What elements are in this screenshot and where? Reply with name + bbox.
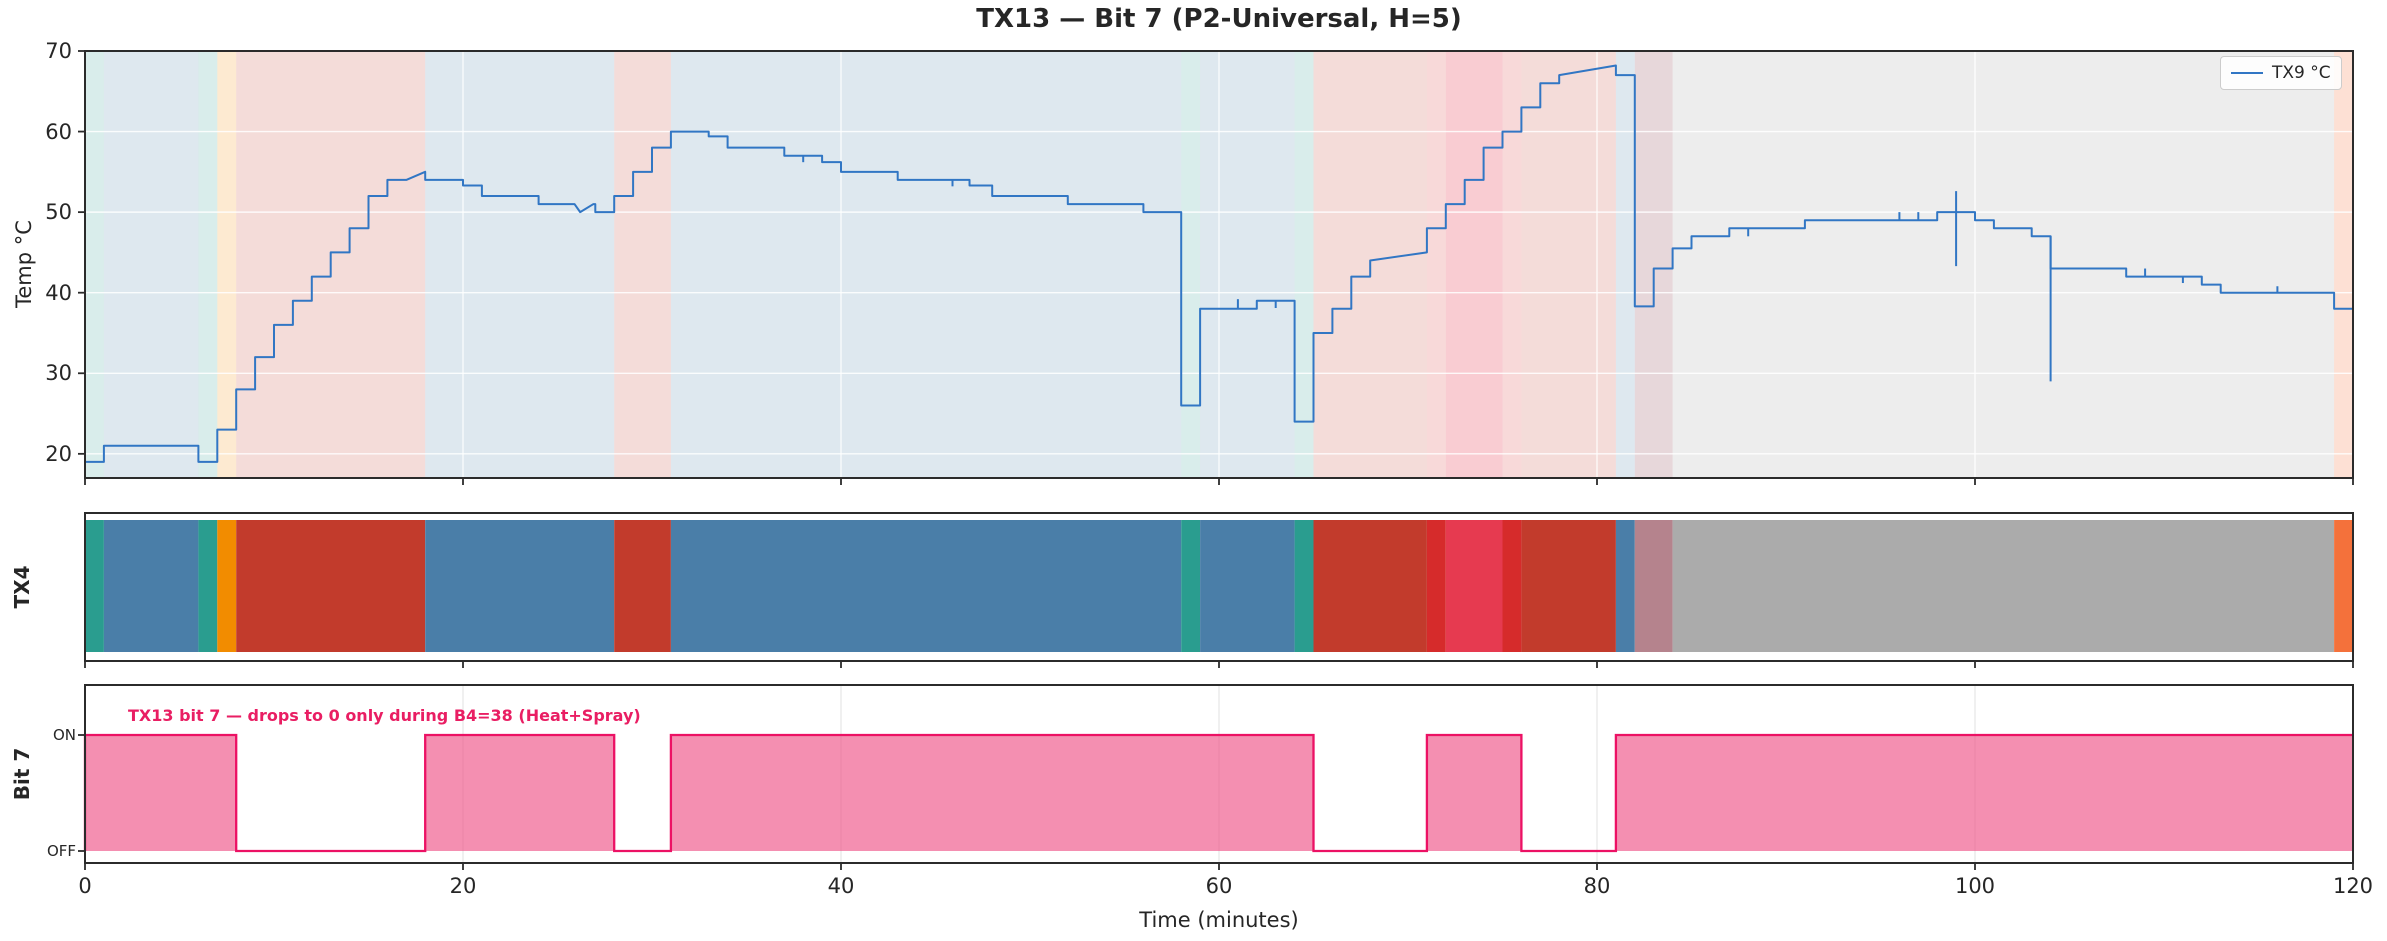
legend-series-label: TX9 °C bbox=[2272, 63, 2331, 83]
x-axis-label: Time (minutes) bbox=[1139, 908, 1299, 932]
time-xtick-label: 100 bbox=[1954, 874, 1996, 898]
temp-ytick-label: 50 bbox=[45, 200, 72, 225]
temp-ytick-label: 40 bbox=[45, 280, 72, 305]
temp-ytick-label: 60 bbox=[45, 119, 72, 144]
time-xtick-label: 60 bbox=[1205, 874, 1233, 898]
bit7-off-tick-label: OFF bbox=[46, 842, 76, 860]
legend[interactable]: TX9 °C bbox=[2220, 56, 2342, 90]
bit7-on-tick-label: ON bbox=[52, 726, 76, 744]
chart-title: TX13 — Bit 7 (P2-Universal, H=5) bbox=[976, 4, 1462, 34]
time-xtick-label: 80 bbox=[1583, 874, 1611, 898]
time-xtick-label: 40 bbox=[827, 874, 855, 898]
legend-line-sample bbox=[2231, 72, 2263, 74]
bit7-annotation: TX13 bit 7 — drops to 0 only during B4=3… bbox=[128, 706, 641, 725]
temp-ytick-label: 20 bbox=[45, 441, 72, 466]
temp-ytick-label: 30 bbox=[45, 361, 72, 386]
temp-ytick-label: 70 bbox=[45, 39, 72, 63]
time-xtick-label: 0 bbox=[78, 874, 92, 898]
time-xtick-label: 120 bbox=[2332, 874, 2374, 898]
tx4-axis-label: TX4 bbox=[10, 565, 34, 609]
bit7-axis-label: Bit 7 bbox=[10, 747, 34, 801]
time-xtick-label: 20 bbox=[449, 874, 477, 898]
